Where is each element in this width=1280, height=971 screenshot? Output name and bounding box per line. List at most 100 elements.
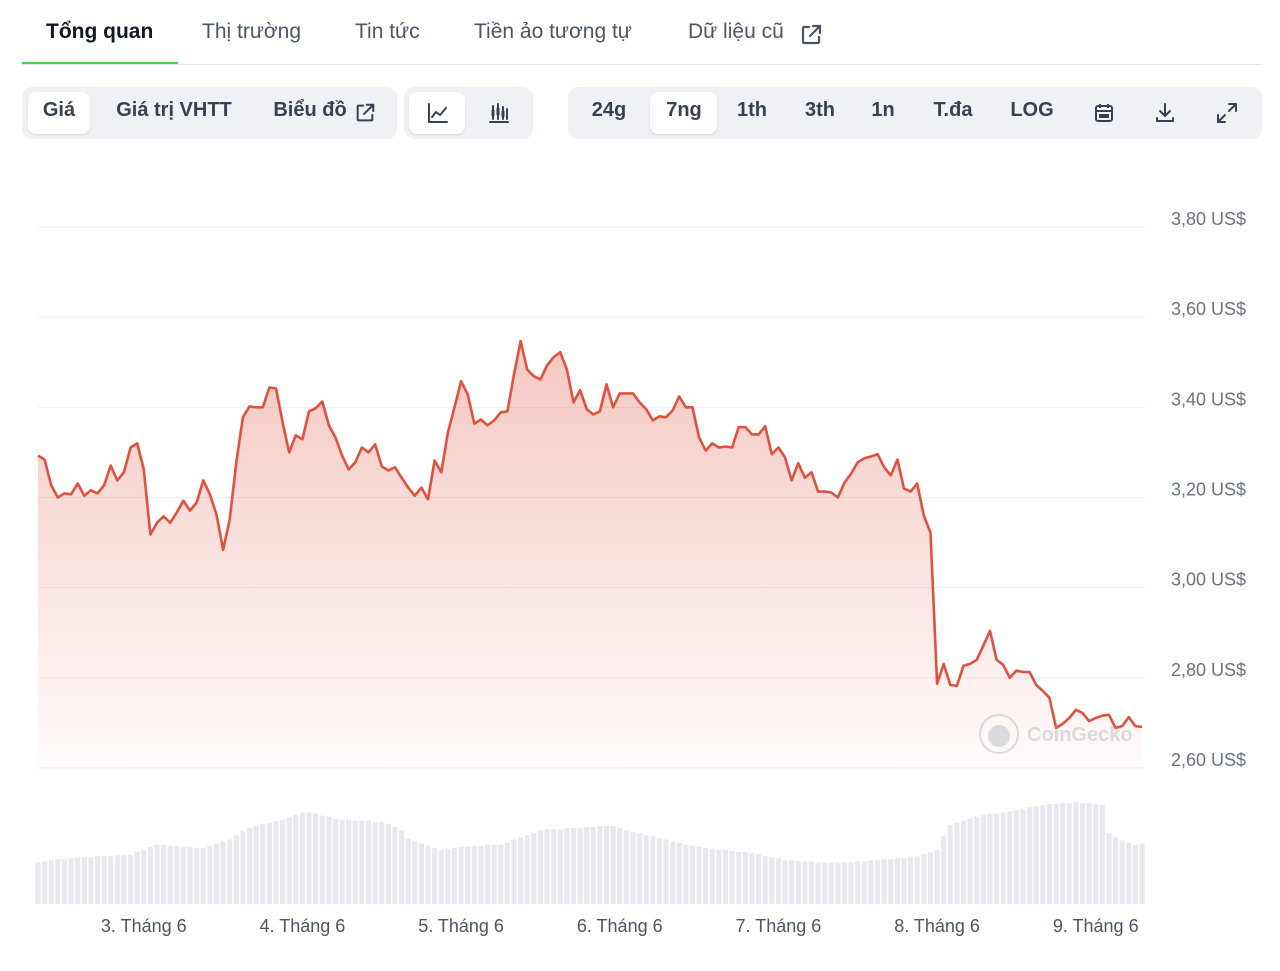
tab[interactable]: Tiền ảo tương tự [474, 20, 632, 43]
tab[interactable]: Thị trường [202, 20, 302, 43]
volume-bar [1119, 840, 1125, 904]
tab[interactable]: Tổng quan [46, 20, 154, 43]
y-tick-label: 3,80 US$ [1171, 209, 1246, 229]
volume-bar [802, 861, 808, 904]
candlestick-icon[interactable] [487, 101, 511, 125]
volume-bar [551, 829, 557, 904]
volume-bar [1066, 803, 1072, 904]
volume-bar [960, 820, 967, 904]
volume-bar [1139, 843, 1145, 904]
volume-bar [194, 847, 200, 904]
volume-bar [828, 862, 834, 904]
range-button[interactable]: 3th [805, 99, 835, 121]
volume-bar [379, 821, 385, 904]
mode-button[interactable]: Giá trị VHTT [116, 99, 232, 121]
volume-bar [1027, 807, 1033, 904]
volume-bar [451, 847, 458, 904]
volume-bar [61, 859, 68, 904]
volume-bar [491, 844, 497, 904]
volume-bar [789, 860, 795, 904]
volume-bar [716, 849, 722, 904]
volume-bar [286, 817, 292, 904]
volume-bar [88, 857, 94, 904]
volume-bar [967, 818, 973, 904]
line-chart-icon[interactable] [426, 101, 450, 125]
expand-icon[interactable] [1215, 101, 1239, 125]
range-button[interactable]: 24g [591, 99, 627, 121]
volume-bar [610, 826, 616, 904]
mode-button[interactable]: Giá [42, 99, 76, 121]
price-area [38, 341, 1142, 768]
price-line [37, 339, 1143, 730]
y-tick-label: 2,80 US$ [1171, 660, 1246, 680]
volume-bar [81, 857, 87, 904]
volume-bar [993, 813, 1000, 904]
volume-bar [901, 858, 907, 904]
mode-button[interactable]: Biểu đồ [273, 99, 347, 121]
volume-bar [279, 819, 286, 904]
volume-bar [676, 842, 682, 904]
volume-bar [220, 841, 226, 904]
volume-bar [1020, 809, 1026, 904]
volume-bar [696, 846, 702, 904]
volume-bar [603, 826, 610, 904]
volume-bar [841, 862, 848, 904]
range-button[interactable]: T.đa [933, 99, 973, 121]
volume-bar [134, 852, 140, 904]
tab[interactable]: Tin tức [355, 20, 420, 43]
volume-bar [650, 836, 656, 904]
volume-bar [663, 839, 669, 904]
external-icon [801, 24, 822, 45]
volume-bar [636, 833, 643, 904]
range-button[interactable]: 7ng [666, 99, 702, 121]
volume-bar [927, 852, 934, 904]
watermark-text: CoinGecko [1027, 724, 1133, 746]
volume-bar [623, 830, 629, 904]
volume-bar [405, 838, 411, 904]
y-tick-label: 3,20 US$ [1171, 480, 1246, 500]
volume-bar [524, 835, 530, 904]
volume-bar [1013, 810, 1019, 904]
range-button[interactable]: LOG [1010, 99, 1054, 121]
volume-bar [980, 814, 986, 904]
range-button[interactable]: 1n [871, 99, 895, 121]
download-icon[interactable] [1153, 101, 1177, 125]
tab[interactable]: Dữ liệu cũ [688, 20, 784, 43]
volume-bar [1093, 804, 1099, 904]
volume-bar [207, 845, 213, 904]
volume-bar [722, 849, 729, 904]
volume-bar [504, 842, 510, 904]
volume-bar [742, 852, 748, 904]
volume-bar [187, 846, 193, 904]
volume-bar [42, 861, 48, 904]
volume-bar [385, 823, 391, 904]
volume-bar [848, 862, 854, 904]
volume-bar [260, 823, 266, 904]
volume-bar [656, 838, 663, 904]
calendar-icon[interactable] [1092, 101, 1116, 125]
volume-bar [974, 816, 980, 904]
volume-bar [537, 830, 544, 904]
volume-bar [141, 849, 147, 904]
volume-bar [253, 826, 259, 904]
volume-bar [630, 832, 636, 904]
volume-bar [445, 848, 451, 904]
active-tab-underline [22, 62, 178, 65]
volume-bar [729, 850, 735, 904]
volume-bar [1106, 833, 1112, 904]
volume-bar [934, 849, 940, 904]
volume-bar [326, 816, 332, 904]
volume-bar [1040, 805, 1046, 904]
volume-bar [471, 845, 477, 904]
volume-bar [1033, 806, 1039, 904]
tab-divider [22, 64, 1262, 65]
volume-bar [392, 827, 398, 904]
y-tick-label: 3,60 US$ [1171, 299, 1246, 319]
volume-bar [418, 843, 425, 904]
volume-bar [167, 845, 173, 904]
volume-bar [273, 820, 279, 904]
volume-bar [570, 828, 577, 904]
volume-bar [670, 841, 676, 904]
range-button[interactable]: 1th [737, 99, 767, 121]
